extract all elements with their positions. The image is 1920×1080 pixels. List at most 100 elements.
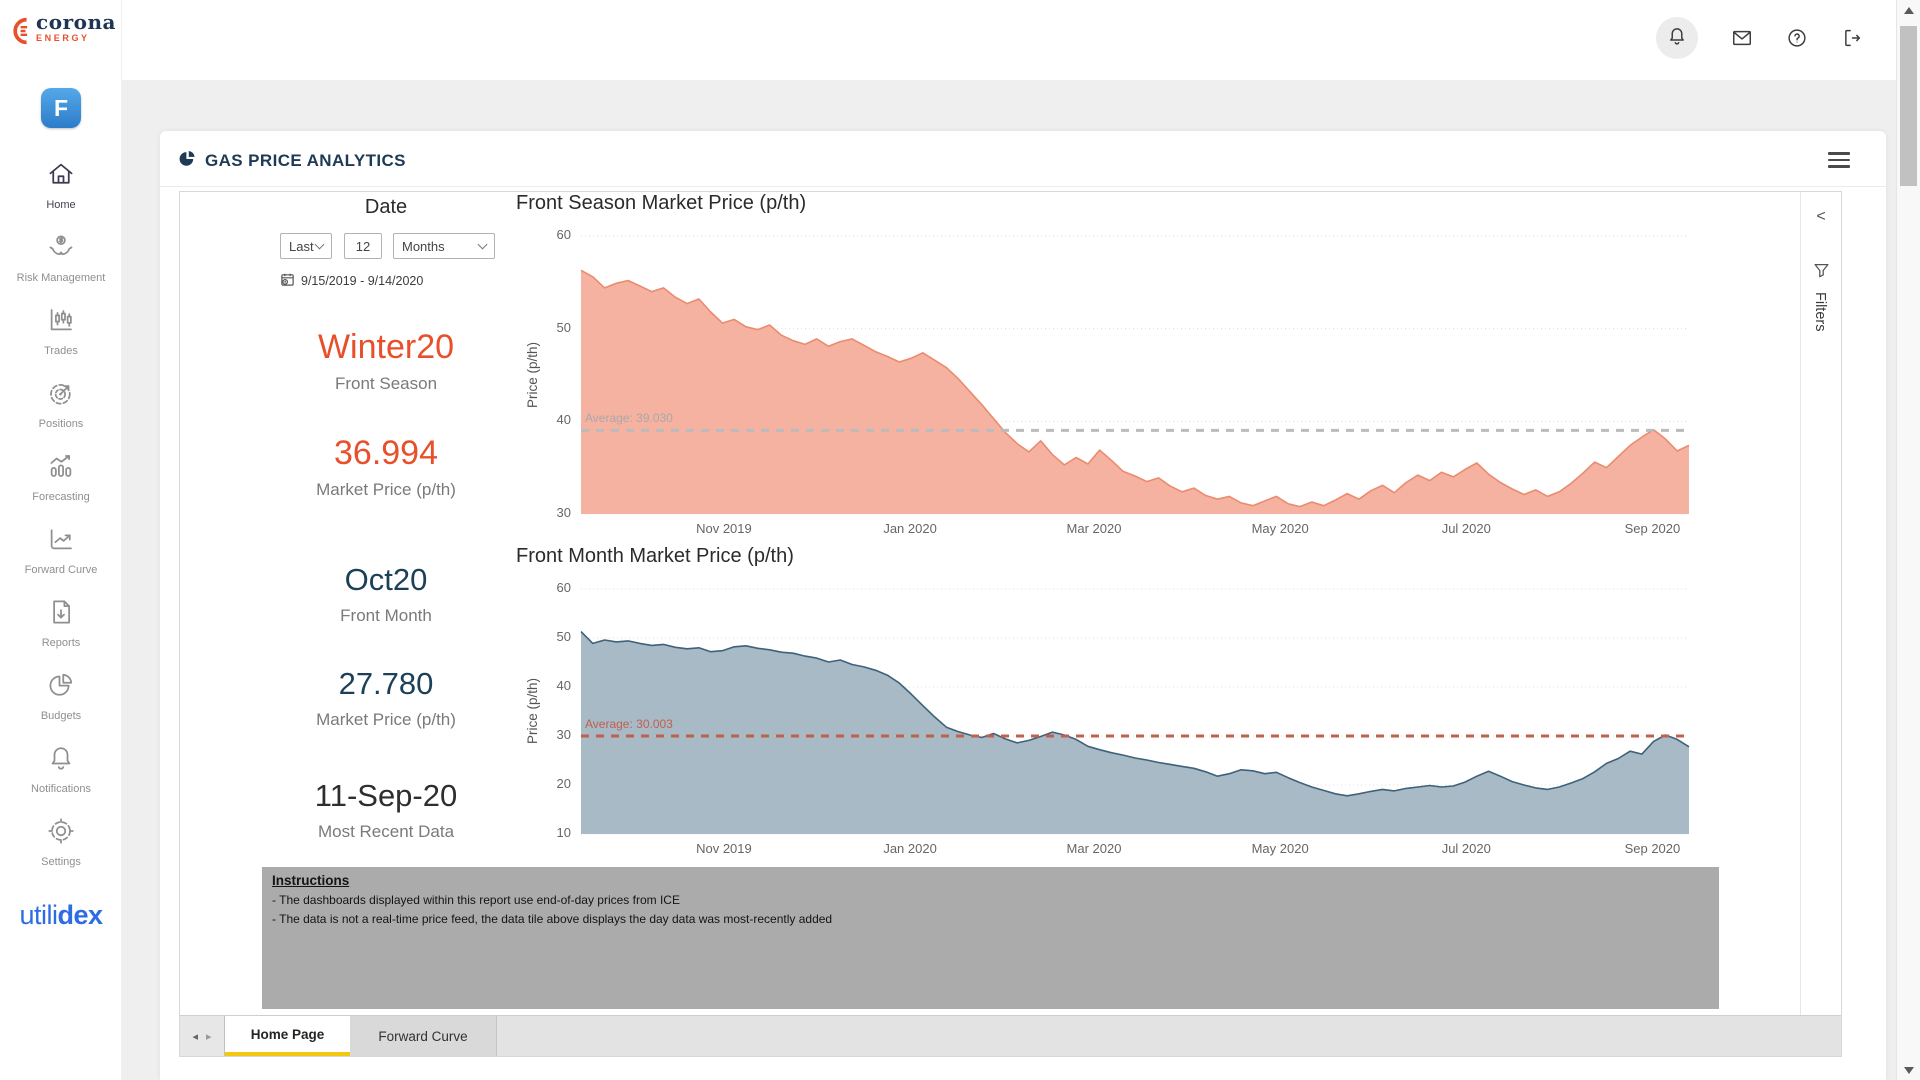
sidebar-nav: Home Risk Management Trades Positions Fo… bbox=[0, 148, 122, 878]
instructions-title: Instructions bbox=[272, 873, 350, 888]
instructions-line: - The dashboards displayed within this r… bbox=[272, 893, 680, 907]
next-page-arrow[interactable]: ▸ bbox=[206, 1030, 212, 1043]
sidebar-item-label: Forward Curve bbox=[24, 563, 98, 576]
sidebar-item-label: Risk Management bbox=[16, 271, 106, 284]
sidebar-item-forecasting[interactable]: Forecasting bbox=[0, 440, 122, 513]
utilidex-logo: utilidex bbox=[19, 900, 103, 930]
instructions-box: Instructions - The dashboards displayed … bbox=[262, 867, 1719, 1009]
instructions-line: - The data is not a real-time price feed… bbox=[272, 911, 833, 926]
menu-button[interactable] bbox=[1828, 152, 1850, 168]
front-month-chart-ylabel: Price (p/th) bbox=[525, 677, 540, 745]
line-chart-icon bbox=[46, 524, 76, 559]
chevron-down-icon bbox=[314, 239, 325, 250]
sidebar-item-positions[interactable]: Positions bbox=[0, 367, 122, 440]
sidebar-item-label: Reports bbox=[41, 636, 81, 649]
sidebar-item-label: Home bbox=[46, 198, 76, 211]
sidebar-item-label: Budgets bbox=[40, 709, 82, 722]
sidebar-item-trades[interactable]: Trades bbox=[0, 294, 122, 367]
notifications-button[interactable] bbox=[1656, 17, 1698, 59]
sidebar-item-forward-curve[interactable]: Forward Curve bbox=[0, 513, 122, 586]
corona-energy-logo: corona ENERGY bbox=[0, 12, 122, 48]
period-mode-value: Last bbox=[289, 238, 314, 254]
sidebar-item-reports[interactable]: Reports bbox=[0, 586, 122, 659]
pie-chart-icon bbox=[178, 149, 197, 173]
sidebar-item-home[interactable]: Home bbox=[0, 148, 122, 221]
report-title: GAS PRICE ANALYTICS bbox=[178, 149, 406, 173]
candlestick-icon bbox=[46, 305, 76, 340]
front-season-name: Winter20 bbox=[317, 328, 455, 366]
report-frame: Date Last Months 9/15/2019 - 9/14/2020 W… bbox=[179, 191, 1842, 1057]
prev-page-arrow[interactable]: ◂ bbox=[192, 1030, 198, 1043]
report-canvas: Date Last Months 9/15/2019 - 9/14/2020 W… bbox=[180, 192, 1841, 1015]
report-title-text: GAS PRICE ANALYTICS bbox=[205, 151, 406, 170]
most-recent-label: Most Recent Data bbox=[317, 822, 455, 841]
page-tab-bar: ◂ ▸ Home Page Forward Curve bbox=[180, 1015, 1841, 1056]
scroll-down-arrow[interactable] bbox=[1897, 1060, 1920, 1080]
scroll-up-arrow[interactable] bbox=[1897, 0, 1920, 20]
logout-icon bbox=[1841, 29, 1863, 53]
sidebar-item-label: Notifications bbox=[31, 782, 91, 795]
question-icon bbox=[1786, 29, 1808, 53]
help-button[interactable] bbox=[1786, 27, 1808, 49]
chevron-down-icon bbox=[477, 239, 488, 250]
front-month-label: Front Month bbox=[340, 606, 432, 625]
period-unit-value: Months bbox=[402, 238, 445, 254]
sidebar-item-label: Forecasting bbox=[32, 490, 90, 503]
filter-funnel-icon[interactable] bbox=[1813, 262, 1830, 284]
front-season-price-label: Market Price (p/th) bbox=[316, 480, 456, 499]
sidebar-item-label: Settings bbox=[41, 855, 81, 868]
date-range-text: 9/15/2019 - 9/14/2020 bbox=[301, 274, 424, 288]
front-month-chart[interactable]: 10 20 30 40 50 60 Nov 2019 Jan 2020 Mar 2020 May … bbox=[557, 580, 1690, 856]
logout-button[interactable] bbox=[1841, 27, 1863, 49]
bars-trend-icon bbox=[46, 451, 76, 486]
tab-forward-curve[interactable]: Forward Curve bbox=[350, 1016, 497, 1056]
sidebar-item-notifications[interactable]: Notifications bbox=[0, 732, 122, 805]
sidebar-item-budgets[interactable]: Budgets bbox=[0, 659, 122, 732]
period-mode-select[interactable]: Last bbox=[280, 233, 332, 259]
gear-icon bbox=[46, 816, 76, 851]
front-season-label: Front Season bbox=[334, 374, 438, 393]
mail-button[interactable] bbox=[1731, 27, 1753, 49]
browser-scrollbar[interactable] bbox=[1896, 0, 1920, 1080]
date-range: 9/15/2019 - 9/14/2020 bbox=[280, 272, 423, 290]
front-season-chart-title: Front Season Market Price (p/th) bbox=[516, 192, 807, 214]
report-header: GAS PRICE ANALYTICS bbox=[160, 131, 1886, 187]
period-value-input[interactable] bbox=[353, 238, 373, 254]
report-card: GAS PRICE ANALYTICS Date Last Months 9/1… bbox=[160, 131, 1886, 1080]
tab-home-page[interactable]: Home Page bbox=[225, 1016, 350, 1056]
tab-bar-filler bbox=[497, 1016, 1841, 1056]
sidebar-item-label: Positions bbox=[38, 417, 84, 430]
corona-logo-icon bbox=[13, 17, 28, 45]
front-season-chart[interactable]: 30 40 50 60 Nov 2019 Jan 2020 Mar 2020 May 2020… bbox=[557, 227, 1690, 536]
mail-icon bbox=[1731, 30, 1753, 53]
sidebar: corona ENERGY F Home Risk Management Tra… bbox=[0, 0, 122, 1080]
topbar bbox=[122, 0, 1896, 80]
period-unit-select[interactable]: Months bbox=[393, 233, 495, 259]
brand-name: corona bbox=[36, 10, 116, 34]
document-download-icon bbox=[46, 597, 76, 632]
sidebar-item-settings[interactable]: Settings bbox=[0, 805, 122, 878]
front-month-price-label: Market Price (p/th) bbox=[316, 710, 456, 729]
date-panel-title: Date bbox=[364, 196, 408, 218]
sidebar-item-risk-management[interactable]: Risk Management bbox=[0, 221, 122, 294]
filters-pane-collapsed: < Filters bbox=[1800, 192, 1841, 1015]
bell-icon bbox=[46, 743, 76, 778]
period-value-field[interactable] bbox=[344, 233, 382, 259]
tab-nav-arrows: ◂ ▸ bbox=[180, 1016, 225, 1056]
pie-chart-icon bbox=[46, 670, 76, 705]
front-month-name: Oct20 bbox=[344, 562, 428, 597]
calendar-icon bbox=[280, 272, 295, 290]
brand-sub: ENERGY bbox=[36, 33, 90, 43]
app-f-icon[interactable]: F bbox=[41, 88, 81, 128]
front-month-price: 27.780 bbox=[338, 666, 434, 701]
sidebar-item-label: Trades bbox=[44, 344, 78, 357]
scrollbar-thumb[interactable] bbox=[1900, 26, 1917, 186]
front-month-chart-title: Front Month Market Price (p/th) bbox=[516, 545, 794, 567]
expand-filters-button[interactable]: < bbox=[1816, 208, 1826, 225]
front-season-price: 36.994 bbox=[334, 434, 438, 472]
filters-label: Filters bbox=[1812, 292, 1828, 332]
most-recent-date: 11-Sep-20 bbox=[314, 778, 458, 813]
target-icon bbox=[46, 378, 76, 413]
bell-icon bbox=[1666, 25, 1688, 52]
hands-dollar-icon bbox=[46, 232, 76, 267]
